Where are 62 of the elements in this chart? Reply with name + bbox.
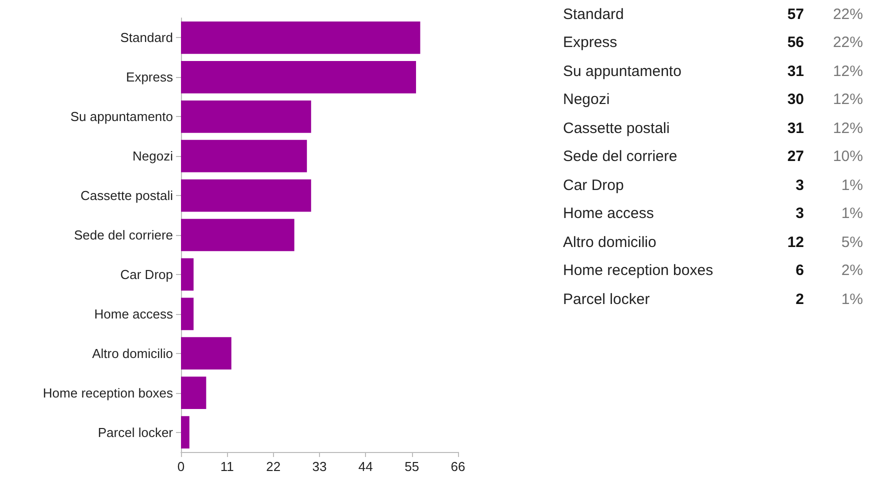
bar: [181, 140, 307, 172]
text: Parcel locker: [563, 290, 651, 308]
text: Negozi: [563, 91, 611, 108]
text: 12%: [832, 91, 863, 108]
text: 22%: [832, 34, 863, 52]
text: Cassette postali: [563, 120, 671, 137]
y-tick-label: Home access: [94, 306, 174, 322]
text: Standard: [563, 6, 625, 23]
text: 22%: [832, 6, 863, 23]
text: 56: [786, 34, 804, 52]
text: 1%: [840, 176, 863, 194]
text: Su appuntamento: [563, 62, 682, 80]
text: 30: [786, 91, 804, 108]
x-tick-label: 66: [450, 459, 466, 474]
y-tick-label: Express: [126, 70, 174, 85]
x-tick-label: 44: [358, 459, 373, 474]
bar: [181, 337, 232, 370]
y-tick-label: Altro domicilio: [92, 346, 173, 361]
bar: [181, 218, 294, 252]
text: 1%: [840, 290, 863, 308]
text: 5%: [840, 234, 863, 251]
text: 12%: [832, 62, 863, 80]
bar: [181, 298, 194, 330]
text: 31: [786, 62, 804, 80]
text: 6: [794, 262, 804, 280]
text: 31: [786, 120, 804, 137]
y-tick-label: Sede del corriere: [74, 228, 173, 242]
text: Home access: [563, 205, 655, 222]
text: Sede del corriere: [563, 148, 678, 166]
y-tick-label: Su appuntamento: [70, 109, 173, 124]
text: 1%: [840, 205, 863, 222]
text: 2%: [840, 262, 863, 280]
text: Car Drop: [563, 176, 625, 194]
x-tick-label: 33: [312, 459, 327, 474]
text: 10%: [832, 148, 863, 166]
text: 57: [786, 6, 804, 23]
bar: [181, 100, 312, 133]
bar: [181, 258, 194, 291]
bar: [181, 416, 190, 448]
y-tick-label: Cassette postali: [80, 188, 174, 204]
y-tick-label: Standard: [120, 30, 173, 46]
text: 12%: [832, 120, 863, 137]
text: Home reception boxes: [563, 262, 714, 280]
text: 3: [794, 205, 804, 222]
bar: [181, 376, 206, 409]
y-tick-label: Parcel locker: [98, 424, 174, 440]
y-tick-label: Negozi: [132, 148, 174, 164]
bar: [181, 179, 312, 212]
x-tick-label: 55: [404, 459, 420, 474]
text: Altro domicilio: [563, 234, 658, 251]
text: 27: [786, 148, 804, 166]
bar: [181, 22, 420, 54]
text: 12: [786, 234, 804, 251]
text: Express: [563, 34, 618, 52]
text: 2: [794, 290, 804, 308]
y-tick-label: Car Drop: [120, 266, 173, 282]
x-tick-label: 0: [177, 459, 185, 474]
x-tick-label: 22: [266, 459, 281, 474]
text: 3: [794, 176, 804, 194]
bar: [181, 61, 416, 94]
y-tick-label: Home reception boxes: [42, 385, 174, 400]
x-tick-label: 11: [220, 459, 234, 474]
